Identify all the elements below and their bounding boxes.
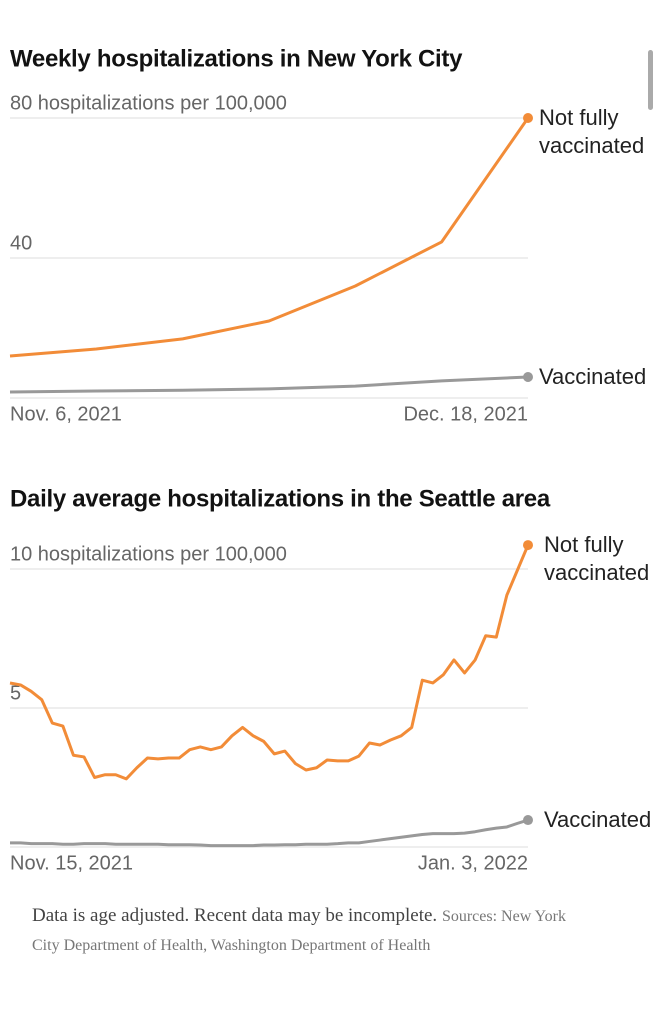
series-line: [9, 375, 529, 394]
x-tick-label: Nov. 6, 2021: [10, 403, 122, 425]
end-dot: [523, 815, 533, 826]
end-dot: [523, 540, 533, 551]
sources: Sources: New York City Department of Hea…: [32, 908, 566, 954]
series-label: Not fully vaccinated: [539, 105, 645, 158]
x-tick-label: Dec. 18, 2021: [403, 403, 528, 425]
series-label: Vaccinated: [539, 364, 647, 389]
scrollbar: [648, 50, 653, 110]
y-tick-label: 80 hospitalizations per 100,000: [10, 92, 287, 114]
x-tick-label: Jan. 3, 2022: [418, 852, 528, 874]
y-tick-label: 5: [10, 682, 21, 704]
end-dot: [523, 372, 533, 382]
footnote: Data is age adjusted. Recent data may be…: [32, 902, 592, 960]
y-tick-label: 40: [10, 232, 32, 254]
y-tick-label: 10 hospitalizations per 100,000: [10, 543, 287, 565]
x-tick-label: Nov. 15, 2021: [10, 852, 133, 874]
note: Data is age adjusted. Recent data may be…: [32, 905, 438, 926]
series-line: [10, 818, 529, 848]
chart-title: Daily average hospitalizations in the Se…: [10, 485, 551, 512]
chart-title: Weekly hospitalizations in New York City: [10, 45, 463, 72]
series-line: [9, 117, 530, 358]
series-label: Vaccinated: [544, 807, 652, 833]
series-label: Not fully vaccinated: [544, 532, 650, 586]
end-dot: [523, 113, 533, 123]
series-line: [9, 544, 530, 781]
